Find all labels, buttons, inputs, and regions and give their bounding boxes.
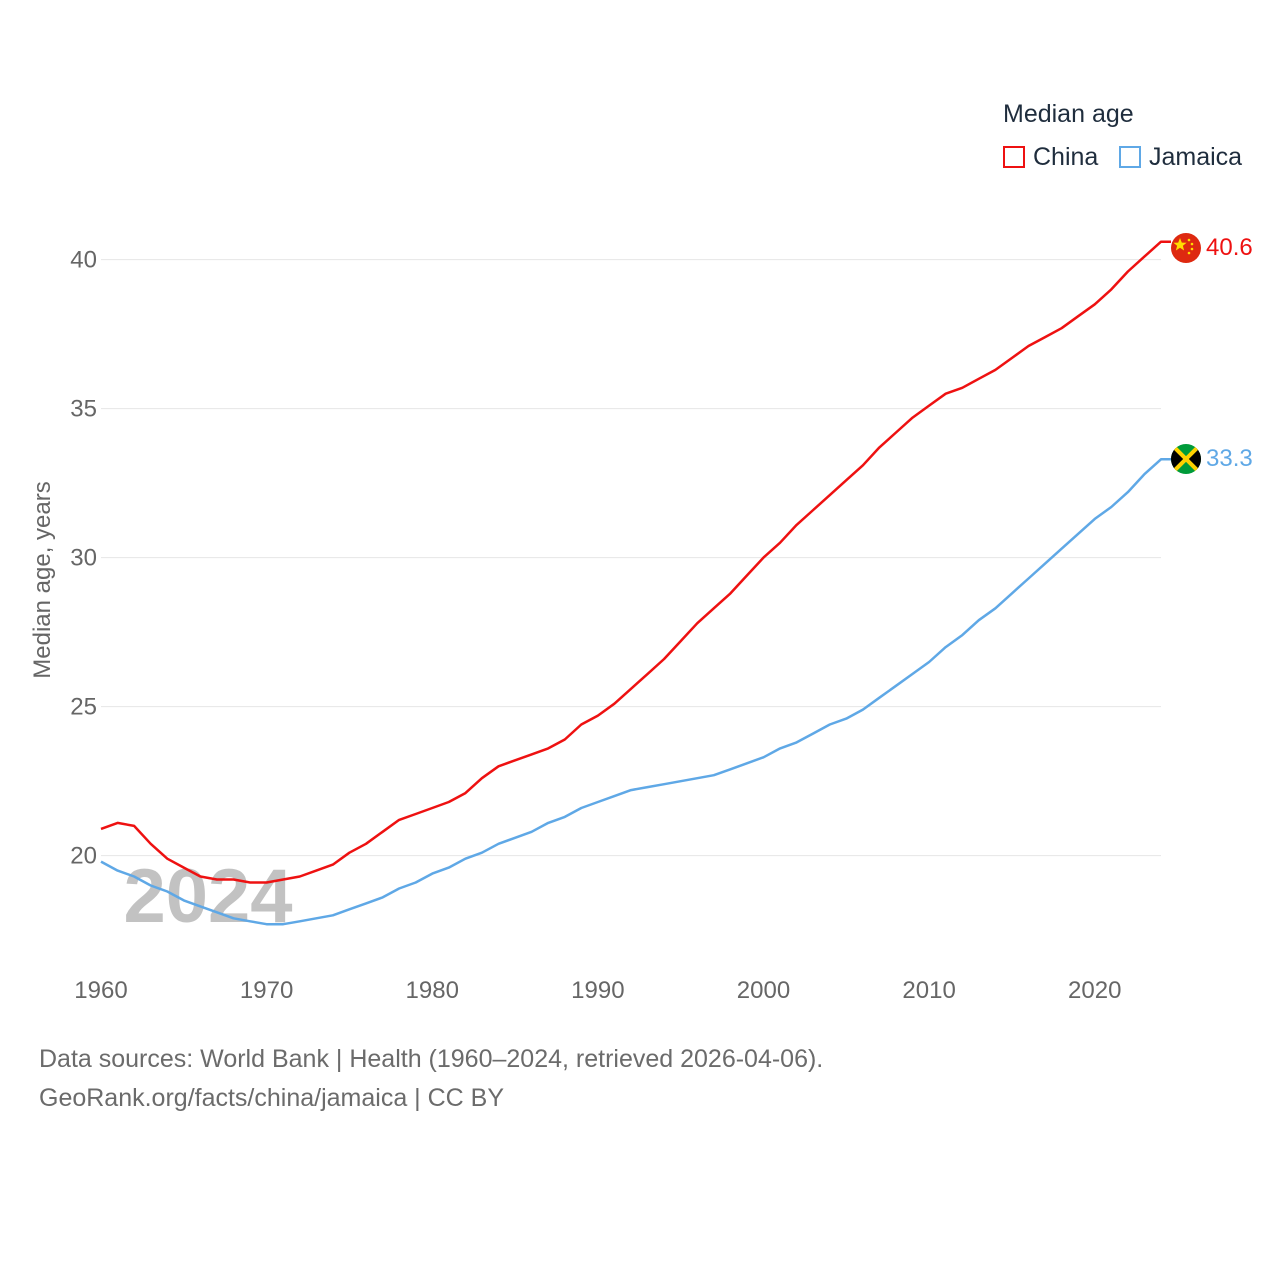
y-tick-label: 40 (70, 247, 97, 274)
x-axis-ticks: 1960 1970 1980 1990 2000 2010 2020 (74, 977, 1121, 1004)
footer-sources: Data sources: World Bank | Health (1960–… (39, 1045, 824, 1073)
y-tick-label: 20 (70, 843, 97, 870)
legend-item-jamaica[interactable]: Jamaica (1119, 142, 1242, 172)
footer-attribution: GeoRank.org/facts/china/jamaica | CC BY (39, 1084, 505, 1112)
y-tick-label: 30 (70, 545, 97, 572)
china-end-value: 40.6 (1206, 234, 1253, 261)
china-line (100, 240, 1171, 884)
x-tick-label: 1980 (406, 977, 459, 1004)
year-watermark: 2024 (123, 854, 292, 939)
x-tick-label: 2020 (1068, 977, 1121, 1004)
legend-label-china: China (1033, 142, 1099, 171)
y-tick-label: 25 (70, 694, 97, 721)
jamaica-end-value: 33.3 (1206, 445, 1253, 472)
china-swatch (1003, 146, 1025, 168)
y-axis-ticks: 20 25 30 35 40 (70, 247, 97, 870)
jamaica-line (100, 458, 1171, 926)
series-lines (100, 240, 1171, 926)
legend-item-china[interactable]: China (1003, 142, 1098, 172)
jamaica-flag-icon (1171, 444, 1201, 474)
x-tick-label: 1960 (74, 977, 127, 1004)
legend-title: Median age (1003, 100, 1134, 128)
y-tick-label: 35 (70, 396, 97, 423)
x-tick-label: 1970 (240, 977, 293, 1004)
jamaica-swatch (1119, 146, 1141, 168)
y-axis-label: Median age, years (29, 481, 56, 678)
x-tick-label: 1990 (571, 977, 624, 1004)
gridlines (101, 259, 1161, 857)
china-flag-icon (1171, 233, 1201, 263)
x-tick-label: 2010 (902, 977, 955, 1004)
x-tick-label: 2000 (737, 977, 790, 1004)
legend-label-jamaica: Jamaica (1149, 142, 1243, 171)
